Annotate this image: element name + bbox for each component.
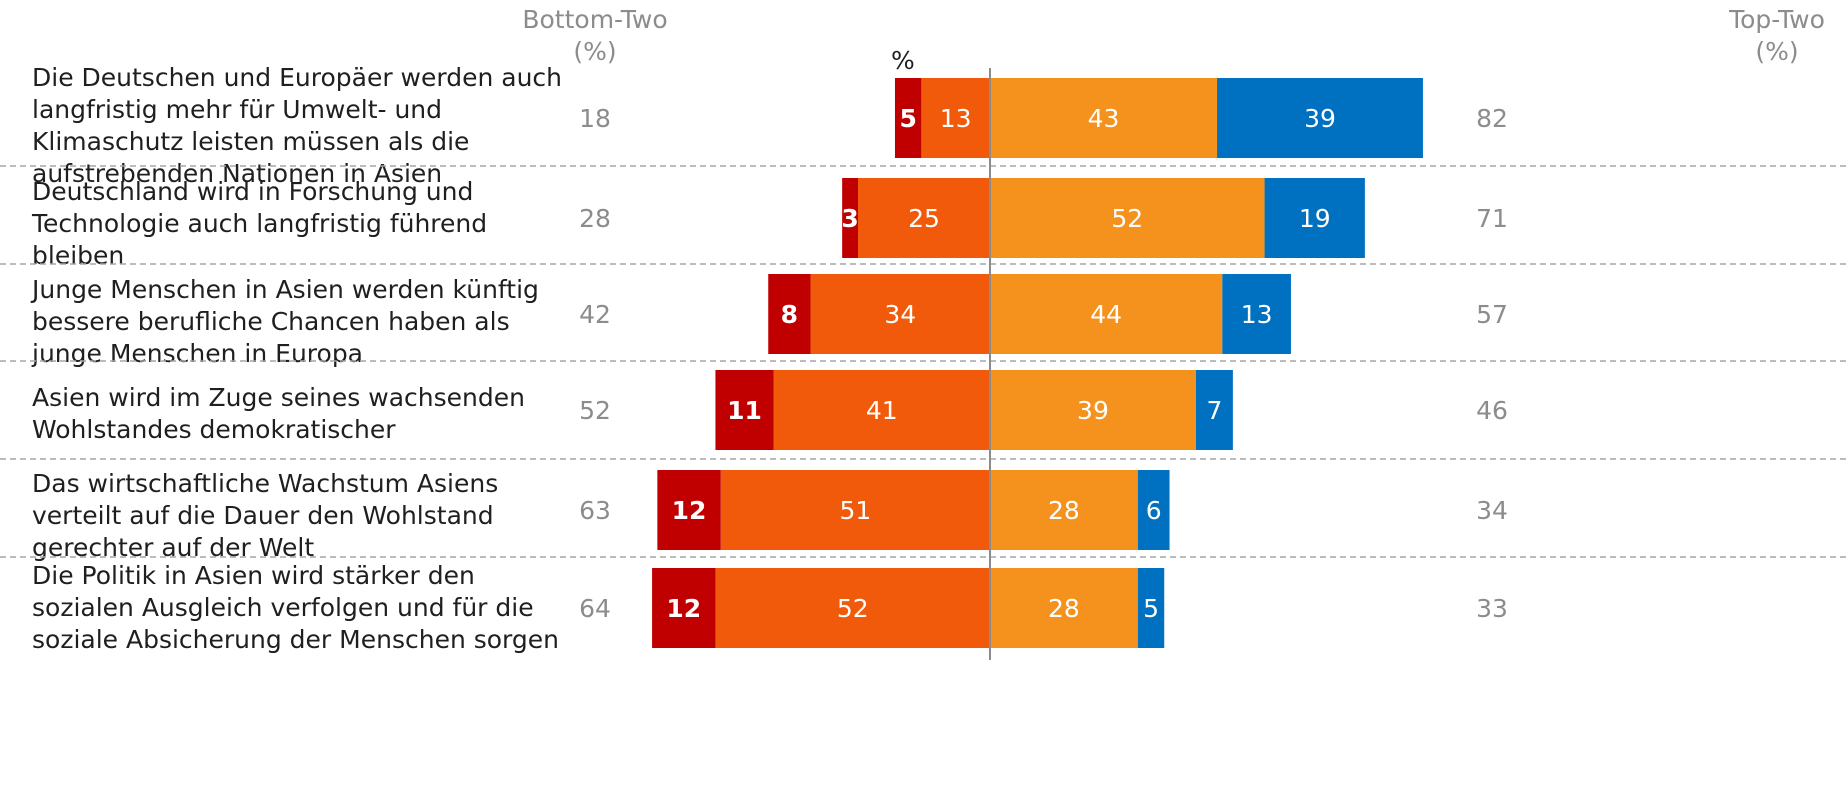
- bar-segment-agree: [990, 568, 1138, 648]
- top-two-header: Top-Two (%): [1729, 5, 1825, 66]
- bar-segment-strongly-disagree: [652, 568, 716, 648]
- row-label: Junge Menschen in Asien werden künftig b…: [32, 275, 539, 368]
- data-label-strongly-agree: 39: [1304, 104, 1336, 133]
- bottom-two-value: 52: [579, 396, 611, 425]
- data-label-strongly-agree: 5: [1143, 594, 1159, 623]
- bar-segment-strongly-agree: [1264, 178, 1365, 258]
- data-label-disagree: 51: [839, 496, 871, 525]
- bar-segment-strongly-agree: [1222, 274, 1291, 354]
- percent-unit-label: %: [891, 46, 915, 75]
- bottom-two-value: 28: [579, 204, 611, 233]
- bar-segment-disagree: [715, 568, 990, 648]
- data-label-strongly-agree: 13: [1241, 300, 1273, 329]
- data-label-agree: 28: [1048, 594, 1080, 623]
- bar-segment-agree: [990, 274, 1223, 354]
- data-label-strongly-disagree: 11: [727, 396, 762, 425]
- data-label-strongly-disagree: 12: [666, 594, 701, 623]
- bar-segment-strongly-agree: [1137, 470, 1170, 550]
- bar-segment-strongly-agree: [1217, 78, 1423, 158]
- bottom-two-value: 42: [579, 300, 611, 329]
- data-label-disagree: 41: [866, 396, 898, 425]
- top-two-value: 33: [1476, 594, 1508, 623]
- bar-segment-agree: [990, 178, 1265, 258]
- row-label: Die Deutschen und Europäer werden auch l…: [32, 63, 563, 188]
- bar-segment-strongly-disagree: [768, 274, 811, 354]
- bar-segment-agree: [990, 78, 1218, 158]
- top-two-value: 57: [1476, 300, 1508, 329]
- bar-segment-agree: [990, 470, 1138, 550]
- data-label-agree: 52: [1111, 204, 1143, 233]
- top-two-value: 82: [1476, 104, 1508, 133]
- data-label-strongly-agree: 19: [1299, 204, 1331, 233]
- top-two-value: 34: [1476, 496, 1508, 525]
- data-label-disagree: 13: [940, 104, 972, 133]
- bar-segment-strongly-disagree: [715, 370, 774, 450]
- bottom-two-value: 64: [579, 594, 611, 623]
- data-label-disagree: 52: [837, 594, 869, 623]
- data-label-strongly-disagree: 12: [672, 496, 707, 525]
- top-two-value: 46: [1476, 396, 1508, 425]
- bar-segment-strongly-disagree: [657, 470, 721, 550]
- data-label-strongly-disagree: 8: [781, 300, 798, 329]
- bar-segment-disagree: [773, 370, 990, 450]
- data-label-strongly-disagree: 5: [899, 104, 916, 133]
- data-label-strongly-agree: 6: [1146, 496, 1162, 525]
- data-label-disagree: 25: [908, 204, 940, 233]
- data-label-agree: 39: [1077, 396, 1109, 425]
- data-label-strongly-disagree: 3: [841, 204, 858, 233]
- data-label-agree: 28: [1048, 496, 1080, 525]
- data-label-disagree: 34: [884, 300, 916, 329]
- bar-segment-agree: [990, 370, 1196, 450]
- top-two-value: 71: [1476, 204, 1508, 233]
- bottom-two-value: 18: [579, 104, 611, 133]
- row-label: Deutschland wird in Forschung und Techno…: [32, 177, 488, 270]
- bar-segment-strongly-disagree: [842, 178, 858, 258]
- bar-segment-strongly-agree: [1195, 370, 1233, 450]
- bar-segment-disagree: [858, 178, 990, 258]
- row-label: Die Politik in Asien wird stärker den so…: [32, 561, 559, 654]
- data-label-agree: 44: [1090, 300, 1122, 329]
- data-label-agree: 43: [1088, 104, 1120, 133]
- bar-segment-disagree: [810, 274, 990, 354]
- bar-segment-disagree: [921, 78, 990, 158]
- bottom-two-value: 63: [579, 496, 611, 525]
- bar-segment-strongly-agree: [1137, 568, 1165, 648]
- data-label-strongly-agree: 7: [1206, 396, 1222, 425]
- bottom-two-header: Bottom-Two (%): [522, 5, 668, 66]
- bar-segment-strongly-disagree: [894, 78, 922, 158]
- row-label: Asien wird im Zuge seines wachsenden Woh…: [32, 383, 525, 444]
- bar-segment-disagree: [720, 470, 990, 550]
